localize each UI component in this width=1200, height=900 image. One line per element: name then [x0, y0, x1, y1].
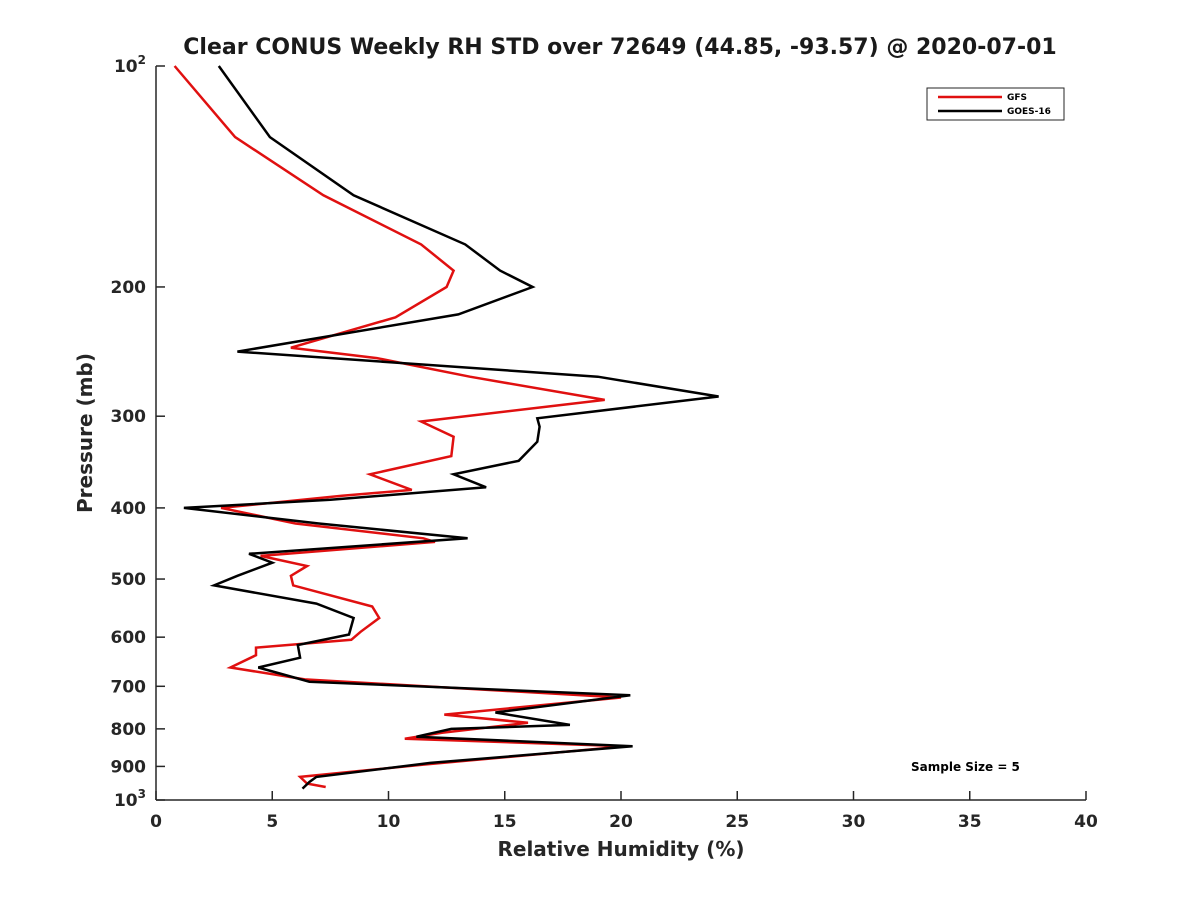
series-line-goes16	[183, 65, 719, 790]
x-tick-label: 25	[725, 812, 749, 832]
legend-label-gfs: GFS	[1007, 93, 1027, 103]
y-tick-label: 102	[114, 53, 146, 77]
y-tick-label: 900	[111, 757, 147, 777]
y-tick-label: 600	[111, 628, 147, 648]
y-tick-label: 400	[111, 499, 147, 519]
x-tick-label: 10	[377, 812, 401, 832]
x-ticks: 0 5 10 15 20 25 30 35 40	[150, 791, 1098, 832]
y-ticks: 102 200 300 400 500 600 700 800 900 103	[111, 53, 165, 811]
y-tick-label: 700	[111, 677, 147, 697]
x-axis-label: Relative Humidity (%)	[497, 837, 744, 861]
legend-box	[926, 87, 1065, 121]
sample-size-annotation: Sample Size = 5	[911, 760, 1020, 774]
series-lines	[173, 65, 719, 790]
series-line-gfs	[173, 65, 626, 789]
legend: GFS GOES-16	[926, 87, 1065, 121]
y-tick-label: 300	[111, 407, 147, 427]
chart-title: Clear CONUS Weekly RH STD over 72649 (44…	[183, 35, 1056, 60]
x-tick-label: 20	[609, 812, 633, 832]
y-axis-label: Pressure (mb)	[73, 353, 97, 513]
y-tick-label: 500	[111, 570, 147, 590]
y-tick-label: 200	[111, 278, 147, 298]
x-tick-label: 0	[150, 812, 162, 832]
x-tick-label: 40	[1074, 812, 1098, 832]
x-tick-label: 35	[958, 812, 982, 832]
x-tick-label: 15	[493, 812, 517, 832]
legend-label-goes16: GOES-16	[1007, 107, 1051, 117]
y-tick-label: 103	[114, 787, 146, 811]
y-tick-label: 800	[111, 720, 147, 740]
x-tick-label: 5	[266, 812, 278, 832]
x-tick-label: 30	[842, 812, 866, 832]
